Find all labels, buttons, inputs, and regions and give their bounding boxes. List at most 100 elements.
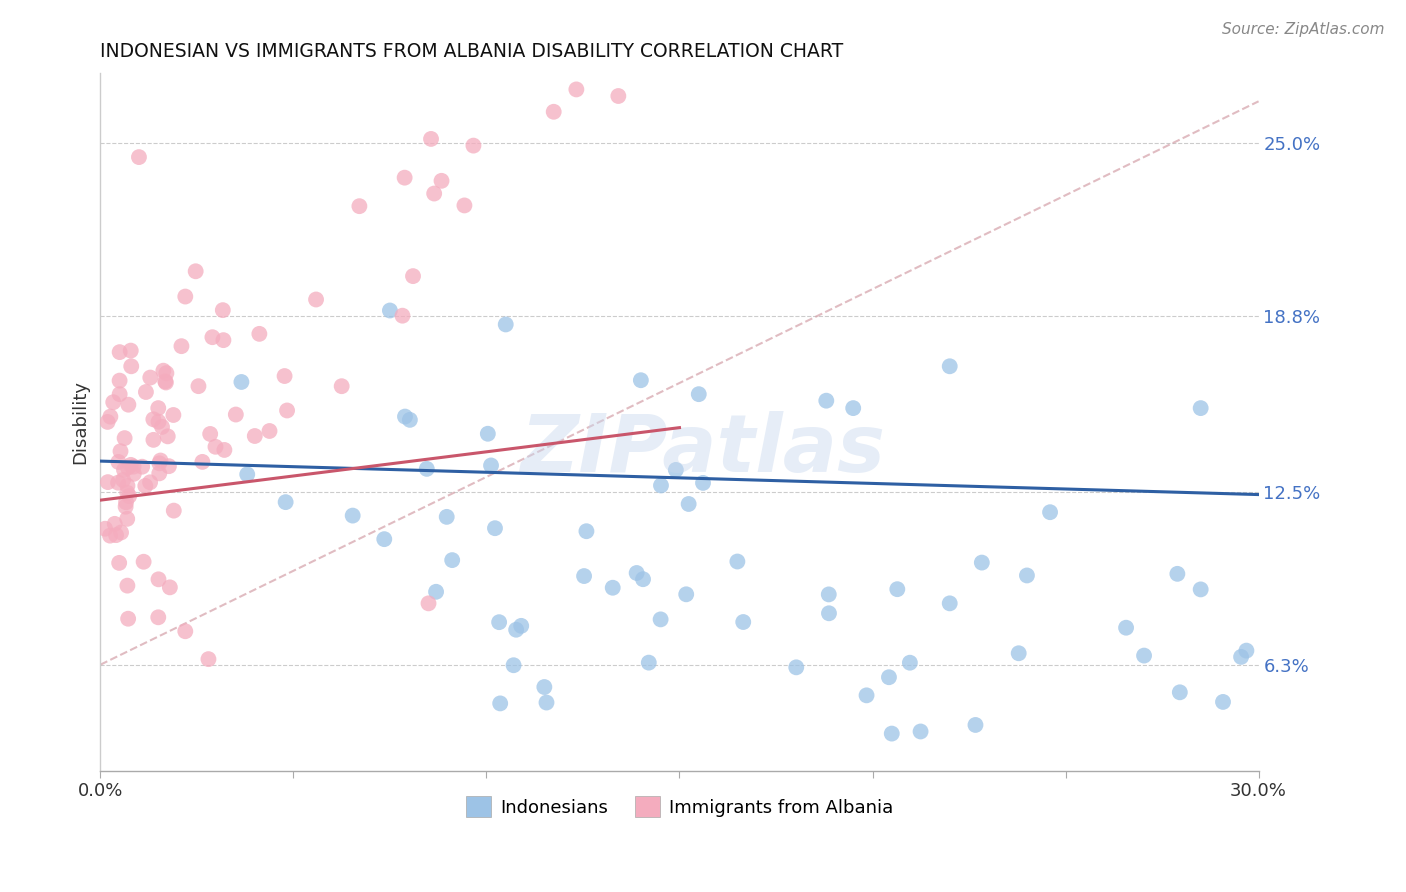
Point xyxy=(938,596,960,610)
Point xyxy=(155,375,177,389)
Point xyxy=(204,440,226,454)
Point xyxy=(155,376,177,390)
Point xyxy=(484,521,506,535)
Point xyxy=(626,566,648,580)
Point xyxy=(505,623,527,637)
Point xyxy=(330,379,353,393)
Point xyxy=(378,303,401,318)
Point xyxy=(441,553,464,567)
Point xyxy=(1015,568,1038,582)
Point xyxy=(148,456,170,470)
Point xyxy=(112,473,135,487)
Point xyxy=(276,403,298,417)
Point xyxy=(170,339,193,353)
Point xyxy=(855,689,877,703)
Point xyxy=(117,579,139,593)
Point xyxy=(818,607,841,621)
Point xyxy=(416,462,439,476)
Point xyxy=(115,512,138,526)
Point xyxy=(533,680,555,694)
Point xyxy=(631,572,654,586)
Point xyxy=(679,21,702,36)
Point xyxy=(148,610,170,624)
Point xyxy=(502,658,524,673)
Point xyxy=(243,429,266,443)
Point xyxy=(342,508,364,523)
Point xyxy=(150,420,173,434)
Point xyxy=(149,453,172,467)
Point xyxy=(128,150,150,164)
Point xyxy=(678,497,700,511)
Point xyxy=(1189,401,1212,416)
Point xyxy=(394,409,416,424)
Point xyxy=(105,528,128,542)
Point xyxy=(637,656,659,670)
Point xyxy=(607,89,630,103)
Point xyxy=(1230,649,1253,664)
Point xyxy=(1133,648,1156,663)
Point xyxy=(114,431,136,445)
Point xyxy=(430,174,453,188)
Point xyxy=(970,556,993,570)
Point xyxy=(877,670,900,684)
Point xyxy=(565,82,588,96)
Point xyxy=(120,343,142,358)
Point xyxy=(114,500,136,514)
Point xyxy=(1234,643,1257,657)
Point xyxy=(98,528,121,542)
Point xyxy=(108,374,131,388)
Point xyxy=(938,359,960,374)
Point xyxy=(107,455,129,469)
Point xyxy=(273,369,295,384)
Point xyxy=(785,660,807,674)
Point xyxy=(117,479,139,493)
Point xyxy=(157,459,180,474)
Legend: Indonesians, Immigrants from Albania: Indonesians, Immigrants from Albania xyxy=(458,789,901,824)
Point xyxy=(108,387,131,401)
Point xyxy=(201,330,224,344)
Point xyxy=(259,424,281,438)
Point xyxy=(152,364,174,378)
Point xyxy=(495,318,517,332)
Point xyxy=(665,463,688,477)
Point xyxy=(162,408,184,422)
Point xyxy=(122,467,145,481)
Point xyxy=(543,104,565,119)
Point xyxy=(575,524,598,539)
Point xyxy=(97,415,120,429)
Point xyxy=(236,467,259,482)
Point xyxy=(305,293,328,307)
Point xyxy=(104,516,127,531)
Point xyxy=(453,198,475,212)
Point xyxy=(1212,695,1234,709)
Point xyxy=(174,624,197,639)
Point xyxy=(247,326,270,341)
Point xyxy=(969,825,991,839)
Point xyxy=(163,503,186,517)
Point xyxy=(198,427,221,442)
Point xyxy=(510,619,533,633)
Point xyxy=(399,413,422,427)
Point xyxy=(118,489,141,503)
Point xyxy=(489,697,512,711)
Point xyxy=(394,170,416,185)
Point xyxy=(675,587,697,601)
Point xyxy=(436,509,458,524)
Point xyxy=(423,186,446,201)
Point xyxy=(110,525,132,540)
Point xyxy=(1168,685,1191,699)
Point xyxy=(117,460,139,475)
Point xyxy=(139,475,162,490)
Point xyxy=(477,426,499,441)
Point xyxy=(117,612,139,626)
Point xyxy=(97,475,120,490)
Point xyxy=(103,395,125,409)
Point xyxy=(132,555,155,569)
Point xyxy=(211,303,233,318)
Point xyxy=(107,475,129,490)
Text: INDONESIAN VS IMMIGRANTS FROM ALBANIA DISABILITY CORRELATION CHART: INDONESIAN VS IMMIGRANTS FROM ALBANIA DI… xyxy=(100,42,844,61)
Point xyxy=(100,409,122,424)
Point xyxy=(139,370,162,384)
Point xyxy=(1008,646,1031,660)
Point xyxy=(733,615,755,629)
